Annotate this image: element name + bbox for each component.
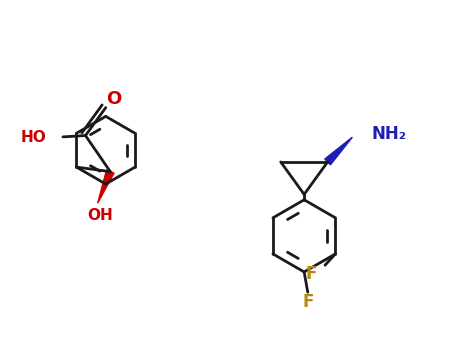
Text: F: F (303, 293, 314, 311)
Polygon shape (98, 170, 114, 203)
Text: NH₂: NH₂ (371, 125, 406, 142)
Text: F: F (306, 265, 317, 283)
Text: OH: OH (87, 208, 113, 223)
Text: HO: HO (20, 130, 46, 145)
Polygon shape (325, 137, 353, 165)
Text: O: O (106, 90, 121, 108)
